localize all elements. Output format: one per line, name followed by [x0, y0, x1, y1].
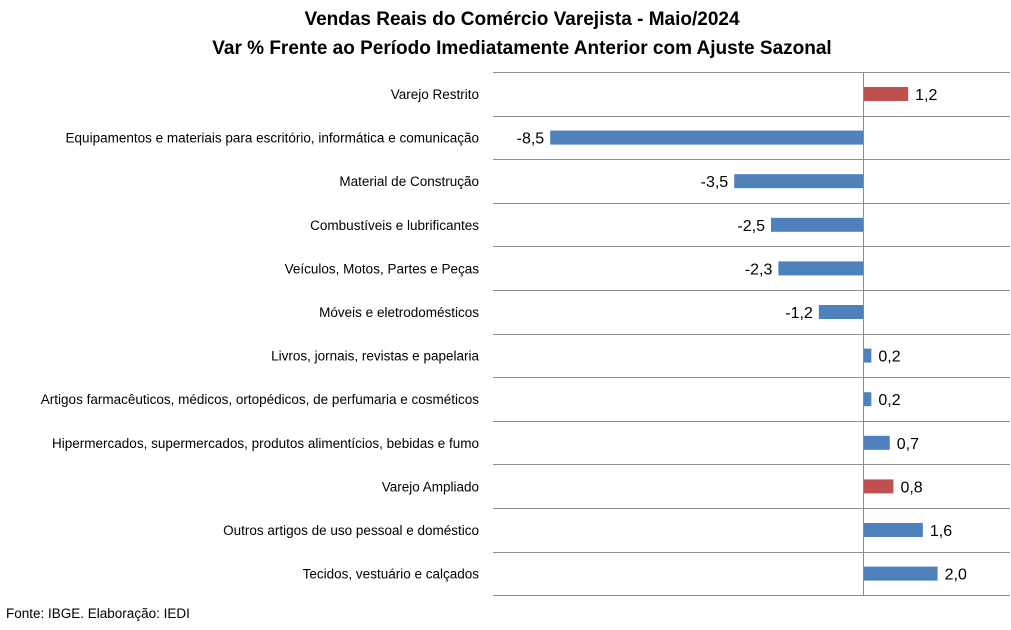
category-label: Material de Construção: [339, 174, 479, 189]
category-label: Artigos farmacêuticos, médicos, ortopédi…: [41, 392, 479, 407]
category-label: Veículos, Motos, Partes e Peças: [285, 261, 480, 276]
data-label: 0,8: [900, 479, 922, 496]
bars: [550, 87, 938, 581]
bar-chart: Vendas Reais do Comércio Varejista - Mai…: [41, 9, 1010, 596]
category-label: Varejo Restrito: [391, 87, 479, 102]
bar: [818, 305, 863, 319]
data-label: 0,2: [878, 392, 900, 409]
bar: [778, 261, 863, 276]
category-label: Tecidos, vestuário e calçados: [303, 567, 480, 582]
bar: [864, 566, 938, 581]
data-label: 0,7: [897, 436, 919, 453]
bar: [864, 479, 894, 494]
bar: [771, 217, 863, 232]
data-label: -8,5: [517, 131, 545, 148]
bar: [550, 130, 863, 145]
chart-subtitle: Var % Frente ao Período Imediatamente An…: [212, 38, 831, 59]
data-label: 0,2: [878, 349, 900, 366]
bar: [864, 435, 890, 450]
bar: [864, 87, 909, 101]
category-label: Hipermercados, supermercados, produtos a…: [52, 436, 479, 451]
bar: [864, 348, 872, 363]
data-label: -1,2: [785, 305, 813, 322]
category-label: Livros, jornais, revistas e papelaria: [271, 349, 479, 364]
category-label: Combustíveis e lubrificantes: [310, 218, 479, 233]
bar: [864, 523, 923, 537]
chart-title: Vendas Reais do Comércio Varejista - Mai…: [304, 9, 740, 30]
data-label: 1,6: [930, 523, 952, 540]
category-label: Equipamentos e materiais para escritório…: [66, 131, 479, 146]
bar: [864, 392, 872, 407]
value-labels: 1,2 -8,5 -3,5 -2,5 -2,3 -1,2 0,2 0,2 0,7 0,8 1,6 2,…: [517, 87, 967, 584]
data-label: 1,2: [915, 87, 937, 104]
bar: [734, 174, 863, 189]
source-note: Fonte: IBGE. Elaboração: IEDI: [6, 606, 190, 621]
data-label: -3,5: [701, 174, 729, 191]
category-label: Outros artigos de uso pessoal e doméstic…: [223, 523, 479, 538]
data-label: -2,3: [745, 261, 773, 278]
data-label: -2,5: [737, 218, 765, 235]
category-label: Varejo Ampliado: [382, 479, 479, 494]
category-labels: Varejo Restrito Equipamentos e materiais …: [41, 87, 480, 582]
gridlines: [493, 72, 1010, 596]
category-label: Móveis e eletrodomésticos: [319, 305, 479, 320]
data-label: 2,0: [945, 567, 967, 584]
